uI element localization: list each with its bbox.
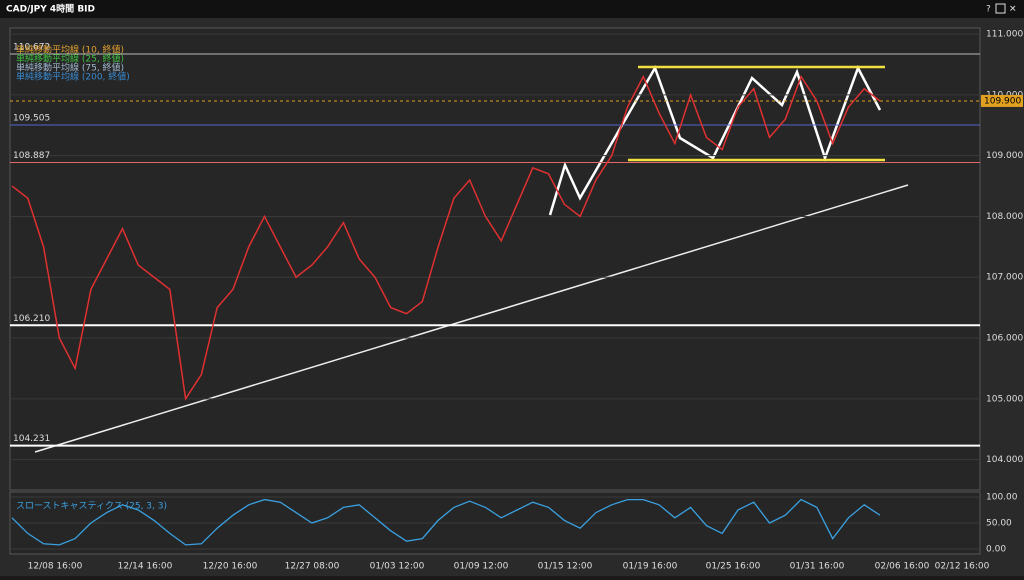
y-tick-label: 109.000 xyxy=(986,151,1023,161)
y-tick-label: 105.000 xyxy=(986,394,1023,404)
level-label: 109.505 xyxy=(13,113,50,123)
x-tick-label: 01/03 12:00 xyxy=(370,562,425,572)
y-tick-label: 104.000 xyxy=(986,455,1023,465)
x-tick-label: 12/14 16:00 xyxy=(118,562,173,572)
osc-title: スローストキャスティクス (25, 3, 3) xyxy=(16,501,167,512)
x-tick-label: 02/06 16:00 xyxy=(875,562,930,572)
x-tick-label: 12/20 16:00 xyxy=(203,562,258,572)
level-label: 110.672 xyxy=(13,43,50,53)
level-label: 106.210 xyxy=(13,314,50,324)
x-tick-label: 01/15 12:00 xyxy=(538,562,593,572)
x-tick-label: 01/25 16:00 xyxy=(706,562,761,572)
x-tick-label: 01/09 12:00 xyxy=(454,562,509,572)
x-tick-label: 01/31 16:00 xyxy=(790,562,845,572)
y-tick-label: 107.000 xyxy=(986,273,1023,283)
price-line xyxy=(11,74,881,401)
x-tick-label: 02/12 16:00 xyxy=(935,562,990,572)
maximize-button[interactable] xyxy=(995,3,1006,14)
window-title: CAD/JPY 4時間 BID xyxy=(6,3,95,15)
x-tick-label: 12/27 08:00 xyxy=(285,562,340,572)
help-button[interactable]: ? xyxy=(986,5,991,15)
level-label: 104.231 xyxy=(13,434,50,444)
x-tick-label: 12/08 16:00 xyxy=(28,562,83,572)
osc-tick-label: 100.00 xyxy=(986,493,1018,503)
y-tick-label: 108.000 xyxy=(986,212,1023,222)
close-button[interactable]: ✕ xyxy=(1009,5,1017,15)
x-tick-label: 01/19 16:00 xyxy=(623,562,678,572)
osc-line xyxy=(11,498,881,546)
osc-tick-label: 0.00 xyxy=(986,545,1006,555)
current-price-label: 109.900 xyxy=(984,96,1021,106)
current-price-tag xyxy=(981,94,1023,107)
y-tick-label: 111.000 xyxy=(986,30,1023,40)
legend-entry[interactable]: 単純移動平均線 (200, 終値) xyxy=(16,71,130,83)
legend-entry[interactable]: 単純移動平均線 (75, 終値) xyxy=(16,62,124,74)
legend-entry[interactable]: 単純移動平均線 (25, 終値) xyxy=(16,53,124,65)
legend-entry[interactable]: 単純移動平均線 (10, 終値) xyxy=(16,44,124,56)
level-label: 108.887 xyxy=(13,151,50,161)
y-tick-label: 106.000 xyxy=(986,334,1023,344)
osc-tick-label: 50.00 xyxy=(986,519,1012,529)
